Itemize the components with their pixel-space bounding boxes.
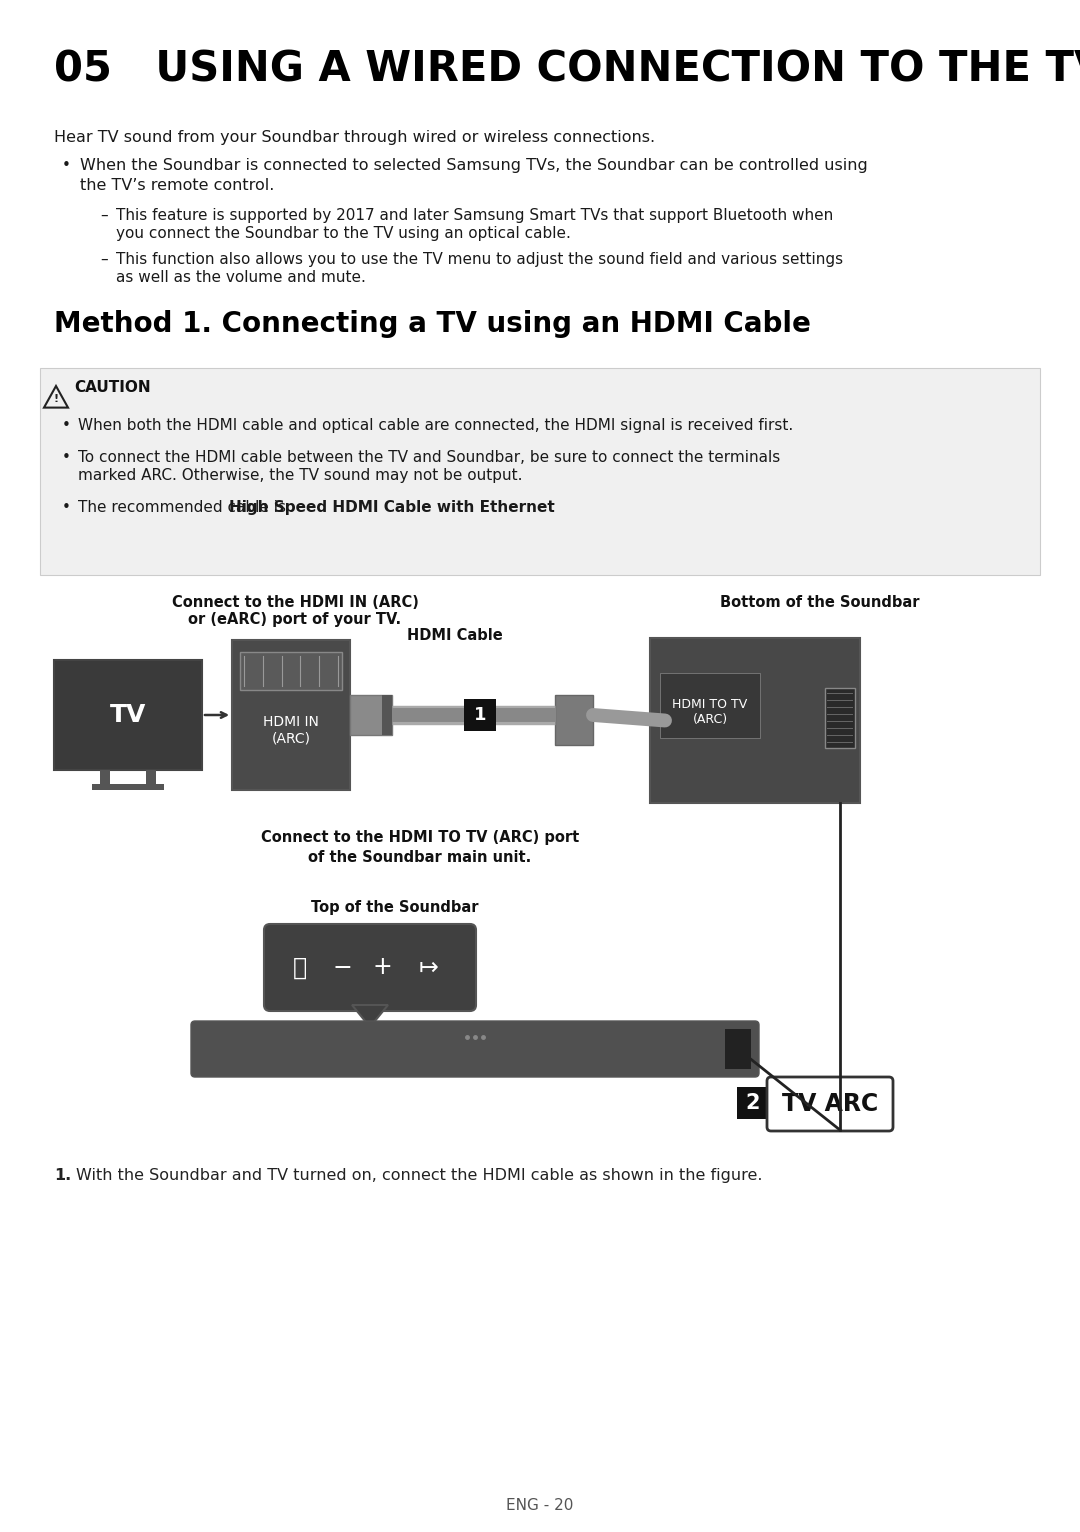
Text: Method 1. Connecting a TV using an HDMI Cable: Method 1. Connecting a TV using an HDMI …: [54, 309, 811, 339]
FancyBboxPatch shape: [650, 637, 860, 803]
Text: –: –: [100, 251, 108, 267]
FancyBboxPatch shape: [264, 924, 476, 1011]
FancyBboxPatch shape: [660, 673, 760, 738]
Text: 05   USING A WIRED CONNECTION TO THE TV: 05 USING A WIRED CONNECTION TO THE TV: [54, 47, 1080, 90]
Text: −: −: [333, 956, 352, 979]
Text: Connect to the HDMI IN (ARC): Connect to the HDMI IN (ARC): [172, 594, 418, 610]
FancyBboxPatch shape: [555, 696, 593, 745]
Text: –: –: [100, 208, 108, 224]
FancyBboxPatch shape: [382, 696, 392, 735]
FancyBboxPatch shape: [146, 771, 156, 784]
Text: This function also allows you to use the TV menu to adjust the sound field and v: This function also allows you to use the…: [116, 251, 843, 267]
FancyBboxPatch shape: [767, 1077, 893, 1131]
Text: HDMI TO TV
(ARC): HDMI TO TV (ARC): [673, 699, 747, 726]
Text: •: •: [62, 450, 71, 466]
Text: The recommended cable is: The recommended cable is: [78, 499, 291, 515]
Text: as well as the volume and mute.: as well as the volume and mute.: [116, 270, 366, 285]
Polygon shape: [352, 1005, 388, 1026]
Text: 1.: 1.: [54, 1167, 71, 1183]
Text: ⏻: ⏻: [293, 956, 307, 979]
Text: 1: 1: [474, 706, 486, 725]
Text: .: .: [463, 499, 469, 515]
FancyBboxPatch shape: [350, 696, 392, 735]
FancyBboxPatch shape: [40, 368, 1040, 574]
FancyBboxPatch shape: [92, 784, 164, 791]
FancyBboxPatch shape: [825, 688, 855, 748]
Text: of the Soundbar main unit.: of the Soundbar main unit.: [309, 850, 531, 866]
Text: !: !: [53, 394, 58, 404]
FancyBboxPatch shape: [54, 660, 202, 771]
Text: High Speed HDMI Cable with Ethernet: High Speed HDMI Cable with Ethernet: [229, 499, 555, 515]
FancyBboxPatch shape: [232, 640, 350, 791]
Text: •: •: [62, 158, 71, 173]
FancyBboxPatch shape: [240, 653, 342, 689]
FancyBboxPatch shape: [100, 771, 110, 784]
FancyBboxPatch shape: [737, 1088, 769, 1118]
Text: CAUTION: CAUTION: [75, 380, 150, 395]
Text: When both the HDMI cable and optical cable are connected, the HDMI signal is rec: When both the HDMI cable and optical cab…: [78, 418, 793, 434]
Text: TV ARC: TV ARC: [782, 1092, 878, 1115]
Text: Top of the Soundbar: Top of the Soundbar: [311, 899, 478, 915]
Text: Connect to the HDMI TO TV (ARC) port: Connect to the HDMI TO TV (ARC) port: [261, 830, 579, 846]
Text: you connect the Soundbar to the TV using an optical cable.: you connect the Soundbar to the TV using…: [116, 227, 571, 241]
FancyBboxPatch shape: [464, 699, 496, 731]
Text: HDMI Cable: HDMI Cable: [407, 628, 503, 643]
Text: ENG - 20: ENG - 20: [507, 1498, 573, 1514]
Text: HDMI IN
(ARC): HDMI IN (ARC): [264, 715, 319, 745]
Text: This feature is supported by 2017 and later Samsung Smart TVs that support Bluet: This feature is supported by 2017 and la…: [116, 208, 834, 224]
Text: ↦: ↦: [418, 956, 437, 979]
FancyBboxPatch shape: [725, 1030, 751, 1069]
Text: Bottom of the Soundbar: Bottom of the Soundbar: [720, 594, 920, 610]
FancyBboxPatch shape: [191, 1020, 759, 1077]
Text: When the Soundbar is connected to selected Samsung TVs, the Soundbar can be cont: When the Soundbar is connected to select…: [80, 158, 867, 173]
Text: •: •: [62, 499, 71, 515]
Text: marked ARC. Otherwise, the TV sound may not be output.: marked ARC. Otherwise, the TV sound may …: [78, 467, 523, 483]
Text: 2: 2: [746, 1092, 760, 1114]
Text: •: •: [62, 418, 71, 434]
Text: the TV’s remote control.: the TV’s remote control.: [80, 178, 274, 193]
Text: To connect the HDMI cable between the TV and Soundbar, be sure to connect the te: To connect the HDMI cable between the TV…: [78, 450, 780, 466]
Text: or (eARC) port of your TV.: or (eARC) port of your TV.: [188, 611, 402, 627]
Text: Hear TV sound from your Soundbar through wired or wireless connections.: Hear TV sound from your Soundbar through…: [54, 130, 656, 146]
Text: With the Soundbar and TV turned on, connect the HDMI cable as shown in the figur: With the Soundbar and TV turned on, conn…: [76, 1167, 762, 1183]
Text: TV: TV: [110, 703, 146, 728]
Text: +: +: [373, 956, 392, 979]
